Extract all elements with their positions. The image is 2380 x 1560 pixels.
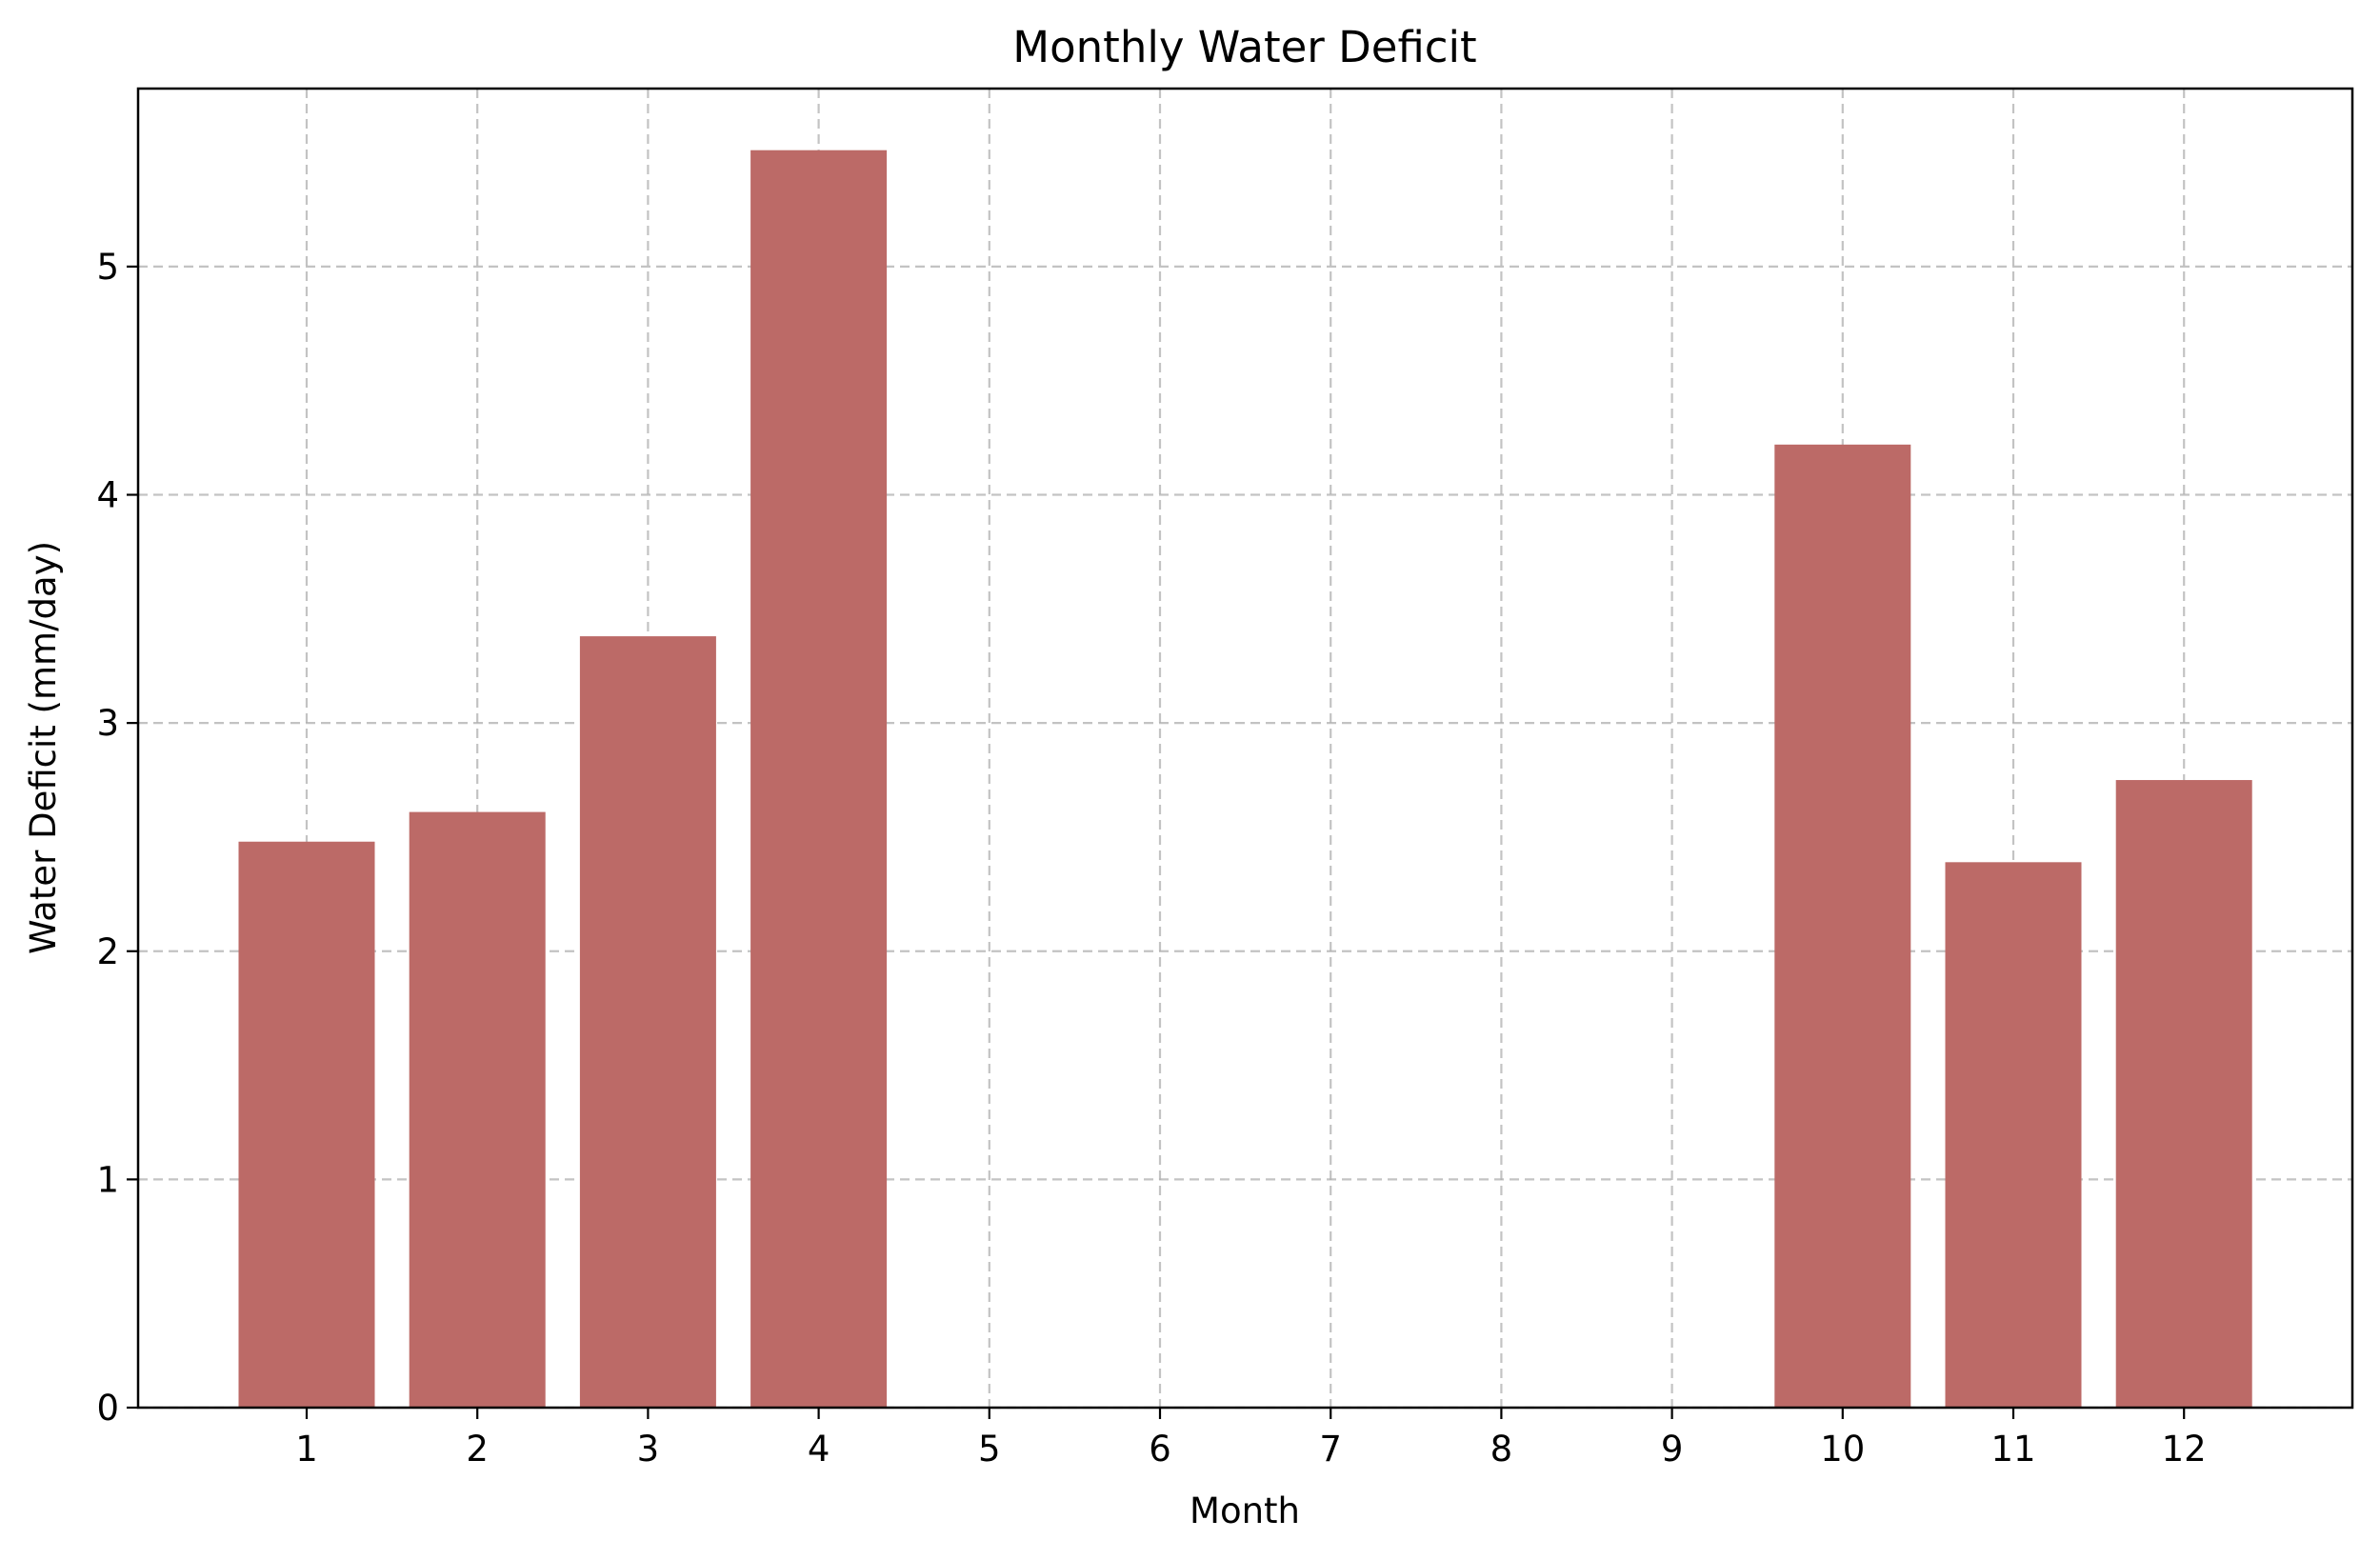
x-tick-label: 4 — [808, 1429, 830, 1470]
plot-frame — [136, 87, 2354, 1410]
bar — [579, 636, 716, 1408]
y-tick-label: 1 — [96, 1159, 119, 1200]
bar — [2115, 780, 2252, 1408]
y-tick-label: 2 — [96, 931, 119, 972]
x-tick-label: 6 — [1149, 1429, 1171, 1470]
y-axis-label: Water Deficit (mm/day) — [23, 541, 64, 954]
x-tick-label: 12 — [2162, 1429, 2207, 1470]
x-tick-label: 7 — [1319, 1429, 1342, 1470]
y-tick-label: 4 — [96, 475, 119, 516]
x-tick-label: 11 — [1990, 1429, 2035, 1470]
bars-layer — [238, 150, 2252, 1408]
x-tick-label: 3 — [637, 1429, 660, 1470]
x-tick-label: 1 — [295, 1429, 318, 1470]
x-tick-label: 10 — [1820, 1429, 1865, 1470]
bar — [1774, 444, 1911, 1408]
x-axis-label: Month — [1190, 1490, 1300, 1531]
chart-title: Monthly Water Deficit — [1012, 22, 1476, 72]
y-tick-label: 5 — [96, 247, 119, 288]
bar — [409, 811, 546, 1408]
bar — [238, 841, 375, 1408]
y-tick-label: 0 — [96, 1388, 119, 1429]
bar — [1945, 862, 2082, 1408]
bar — [750, 150, 888, 1408]
x-tick-label: 5 — [978, 1429, 1001, 1470]
y-tick-label: 3 — [96, 703, 119, 744]
x-tick-label: 8 — [1490, 1429, 1513, 1470]
x-tick-label: 9 — [1661, 1429, 1684, 1470]
x-tick-label: 2 — [466, 1429, 489, 1470]
